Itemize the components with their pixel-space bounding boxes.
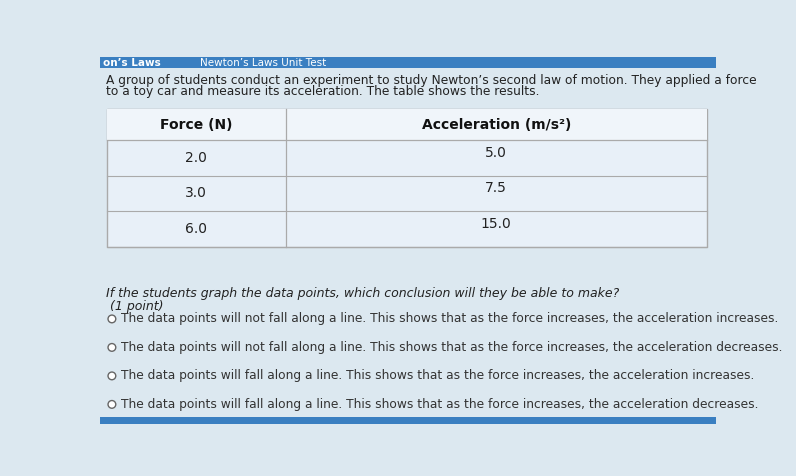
Text: 5.0: 5.0 [486, 146, 507, 159]
Text: Force (N): Force (N) [160, 118, 232, 132]
Text: The data points will not fall along a line. This shows that as the force increas: The data points will not fall along a li… [121, 341, 782, 354]
Text: The data points will fall along a line. This shows that as the force increases, : The data points will fall along a line. … [121, 398, 759, 411]
Text: 3.0: 3.0 [185, 187, 207, 200]
Bar [107, 109, 707, 140]
Bar [100, 57, 716, 68]
Text: Acceleration (m/s²): Acceleration (m/s²) [422, 118, 571, 132]
Text: If the students graph the data points, which conclusion will they be able to mak: If the students graph the data points, w… [106, 287, 619, 299]
Text: Newton’s Laws Unit Test: Newton’s Laws Unit Test [201, 58, 326, 68]
Circle shape [108, 400, 115, 408]
Text: 6.0: 6.0 [185, 222, 208, 236]
Text: 7.5: 7.5 [486, 181, 507, 195]
Text: The data points will not fall along a line. This shows that as the force increas: The data points will not fall along a li… [121, 312, 778, 326]
Bar [107, 109, 707, 247]
Text: A group of students conduct an experiment to study Newton’s second law of motion: A group of students conduct an experimen… [106, 74, 756, 87]
Text: on’s Laws: on’s Laws [103, 58, 160, 68]
Text: (1 point): (1 point) [111, 300, 164, 313]
Text: 15.0: 15.0 [481, 217, 512, 230]
Circle shape [108, 315, 115, 323]
Text: The data points will fall along a line. This shows that as the force increases, : The data points will fall along a line. … [121, 369, 755, 382]
Circle shape [108, 344, 115, 351]
Circle shape [108, 372, 115, 380]
Bar [100, 417, 716, 424]
Text: 2.0: 2.0 [185, 151, 207, 165]
Text: to a toy car and measure its acceleration. The table shows the results.: to a toy car and measure its acceleratio… [106, 85, 539, 98]
